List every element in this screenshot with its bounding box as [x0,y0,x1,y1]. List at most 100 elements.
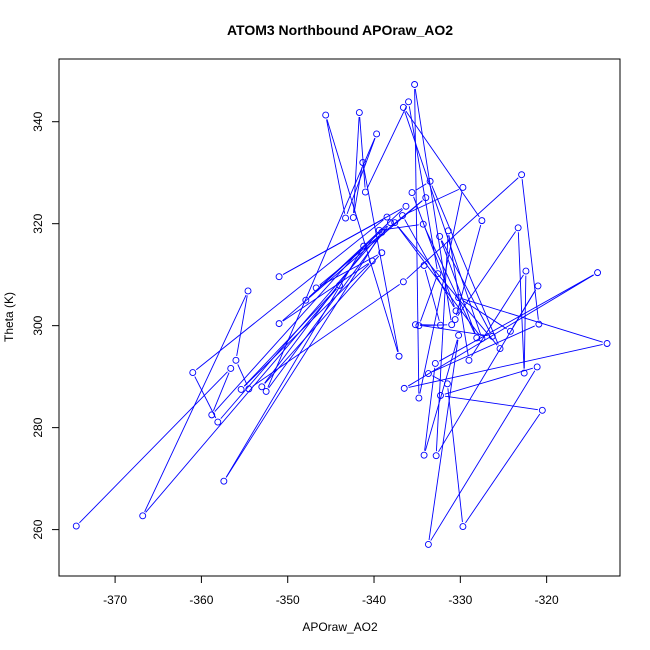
data-point [208,411,216,419]
data-point [336,281,343,289]
series-segment [236,295,248,356]
y-tick-label: 280 [31,417,45,437]
data-point [522,267,530,275]
series-segment [359,116,366,188]
data-point [488,332,496,340]
data-point [232,356,240,364]
series-segment [430,370,536,541]
series-segment [406,188,460,215]
series-segment [447,388,463,523]
series-segment [237,364,248,385]
data-point [473,334,481,342]
data-point [496,345,504,353]
data-point [415,394,423,402]
series-segment [435,235,449,452]
series-segment [432,375,444,383]
series-segment [444,395,538,411]
series-segment [440,240,476,334]
y-axis: 260 280 300 320 340 [31,111,60,540]
y-tick-label: 340 [31,111,45,131]
series-lines [79,88,603,541]
y-tick-label: 320 [31,213,45,233]
series-segment [517,232,525,369]
data-point [424,540,432,548]
data-point [360,242,368,250]
y-axis-label: Theta (K) [2,292,16,342]
series-segment [424,228,476,335]
x-tick-label: -370 [103,593,127,607]
series-segment [424,367,436,451]
data-point [437,392,444,399]
data-point [359,159,367,166]
data-point [378,249,386,257]
series-segment [214,249,361,412]
plot-frame [58,58,621,577]
series-segment [419,191,463,394]
data-point [245,385,253,393]
series-segment [424,269,440,321]
data-point [237,385,245,393]
data-point [465,356,473,364]
series-segment [420,277,437,322]
series-segment [407,274,594,387]
data-point [444,227,452,235]
data-point [443,380,451,388]
data-point [415,322,423,330]
data-point [426,177,434,185]
series-segment [366,105,408,189]
data-point [437,321,444,329]
series-segment [145,288,337,513]
data-point [408,189,416,197]
series-segment [326,119,346,214]
y-tick-label: 260 [31,519,45,539]
plot-area [58,58,621,577]
data-point [355,109,363,116]
data-point [400,384,408,392]
data-point [383,213,391,221]
data-point [402,202,410,210]
series-segment [523,275,527,369]
series-segment [244,263,370,387]
series-points [72,81,611,548]
series-segment [353,166,363,214]
data-point [399,103,407,111]
data-point [459,184,467,191]
series-segment [424,339,458,451]
chart-title: ATOM3 Northbound APOraw_AO2 [227,22,453,38]
series-segment [282,200,423,322]
series-segment [404,219,455,308]
series-segment [264,233,377,384]
data-point [452,307,460,315]
data-point [386,219,394,227]
data-point [391,219,399,227]
series-segment [225,249,362,478]
series-segment [406,177,519,280]
data-point [459,523,467,530]
y-tick-label: 300 [31,315,45,335]
data-point [322,111,330,119]
data-point [412,321,419,329]
series-segment [462,298,603,343]
data-point [538,406,546,414]
series-segment [439,274,594,362]
series-segment [346,138,376,215]
data-point [275,273,283,281]
data-point [478,217,486,225]
series-segment [268,226,389,389]
series-segment [397,225,480,336]
data-point [375,226,383,234]
series-segment [457,231,516,317]
series-segment [196,219,384,371]
data-point [520,369,528,377]
data-point [434,270,442,278]
data-point [431,359,439,367]
series-segment [408,344,603,388]
series-segment [243,288,337,387]
data-point [312,284,320,292]
series-segment [319,200,423,286]
data-point [262,387,270,395]
series-segment [428,339,459,540]
series-segment [413,196,455,307]
data-point [399,278,407,286]
data-point [139,512,147,520]
